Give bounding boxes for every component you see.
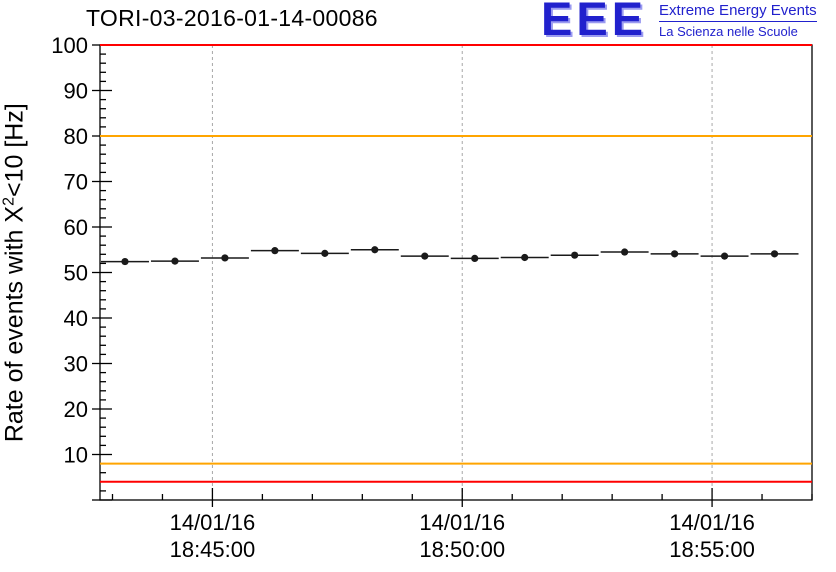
svg-text:50: 50 bbox=[64, 261, 88, 286]
svg-text:90: 90 bbox=[64, 79, 88, 104]
svg-text:80: 80 bbox=[64, 124, 88, 149]
svg-text:60: 60 bbox=[64, 215, 88, 240]
eee-logo-line1: Extreme Energy Events bbox=[659, 2, 817, 22]
eee-logo-acronym: EEE bbox=[541, 0, 648, 45]
svg-text:18:55:00: 18:55:00 bbox=[669, 537, 755, 562]
svg-text:14/01/16: 14/01/16 bbox=[170, 510, 256, 535]
svg-text:14/01/16: 14/01/16 bbox=[669, 510, 755, 535]
y-axis-label-prefix: Rate of events with X bbox=[0, 205, 29, 443]
svg-text:40: 40 bbox=[64, 306, 88, 331]
svg-text:14/01/16: 14/01/16 bbox=[419, 510, 505, 535]
y-axis-label: Rate of events with X2<10 [Hz] bbox=[0, 63, 29, 483]
svg-text:30: 30 bbox=[64, 352, 88, 377]
svg-text:100: 100 bbox=[51, 33, 88, 58]
svg-text:20: 20 bbox=[64, 397, 88, 422]
svg-text:70: 70 bbox=[64, 170, 88, 195]
eee-logo-line2: La Scienza nelle Scuole bbox=[659, 24, 798, 39]
svg-text:10: 10 bbox=[64, 443, 88, 468]
eee-logo-caption: Extreme Energy Events La Scienza nelle S… bbox=[659, 2, 817, 39]
y-axis-label-superscript: 2 bbox=[0, 197, 18, 206]
y-axis-label-suffix: <10 [Hz] bbox=[0, 103, 29, 198]
svg-text:18:50:00: 18:50:00 bbox=[419, 537, 505, 562]
plot-title: TORI-03-2016-01-14-00086 bbox=[86, 5, 378, 31]
eee-logo: EEE Extreme Energy Events La Scienza nel… bbox=[541, 0, 817, 45]
svg-text:18:45:00: 18:45:00 bbox=[170, 537, 256, 562]
